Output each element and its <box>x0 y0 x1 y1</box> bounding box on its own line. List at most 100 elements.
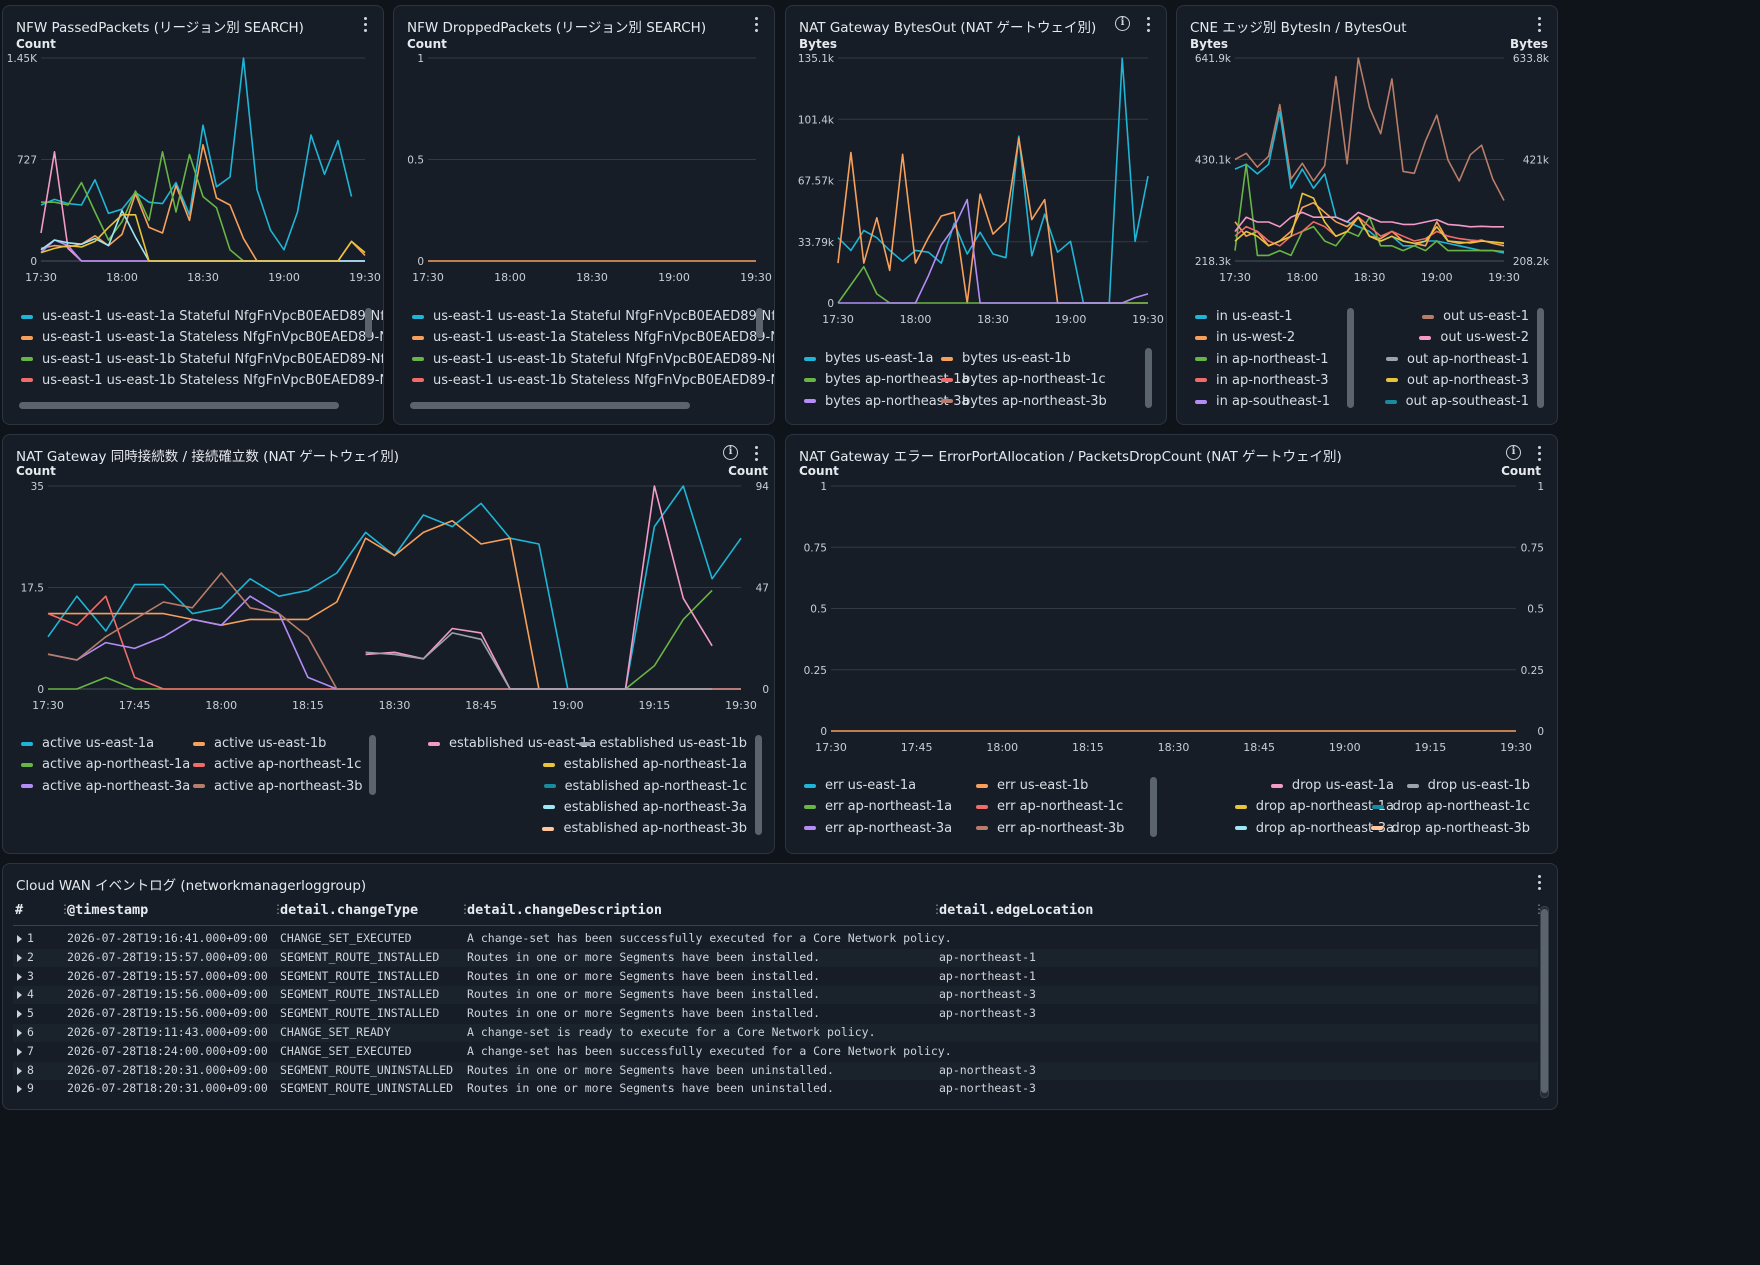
table-row[interactable]: 4 2026-07-28T19:15:56.000+09:00 SEGMENT_RO… <box>13 986 1538 1005</box>
legend-item[interactable]: us-east-1 us-east-1b Stateful NfgFnVpcB0… <box>412 352 774 367</box>
series-line-5[interactable] <box>1234 211 1504 232</box>
legend-item[interactable]: in ap-northeast-1 <box>1195 352 1329 367</box>
legend-item[interactable]: out us-west-2 <box>1419 330 1529 345</box>
legend-item[interactable]: established us-east-1b <box>578 736 747 751</box>
legend-item[interactable]: us-east-1 us-east-1a Stateless NfgFnVpcB… <box>412 330 774 345</box>
legend-item[interactable]: err us-east-1a <box>804 778 916 793</box>
legend-item[interactable]: us-east-1 us-east-1a Stateful NfgFnVpcB0… <box>412 309 774 324</box>
legend-horizontal-scrollbar[interactable] <box>410 402 690 409</box>
legend-scrollbar-left[interactable] <box>369 735 376 795</box>
column-resize-handle[interactable]: ⋮ <box>931 902 943 916</box>
column-resize-handle[interactable]: ⋮ <box>459 902 471 916</box>
series-line-2[interactable] <box>48 589 713 690</box>
legend-item[interactable]: in us-east-1 <box>1195 309 1292 324</box>
legend-item[interactable]: bytes us-east-1b <box>941 351 1071 366</box>
legend-item[interactable]: bytes ap-northeast-3a <box>804 394 970 409</box>
legend-item[interactable]: drop ap-northeast-3a <box>1234 821 1394 836</box>
legend-item[interactable]: established ap-northeast-3b <box>542 821 747 836</box>
widget-menu-icon[interactable] <box>748 14 764 34</box>
legend-item[interactable]: in ap-northeast-3 <box>1195 373 1329 388</box>
expand-row-icon[interactable] <box>17 1085 22 1094</box>
legend-scrollbar[interactable] <box>365 308 372 338</box>
legend-item[interactable]: in us-west-2 <box>1195 330 1295 345</box>
column-resize-handle[interactable]: ⋮ <box>59 902 71 916</box>
widget-menu-icon[interactable] <box>1140 14 1156 34</box>
legend-item[interactable]: active ap-northeast-1c <box>193 757 361 772</box>
legend-item[interactable]: established ap-northeast-3a <box>542 800 747 815</box>
legend-item[interactable]: in ap-southeast-1 <box>1195 394 1330 409</box>
series-line-6[interactable] <box>1234 192 1505 247</box>
series-line-2[interactable] <box>837 265 1148 304</box>
expand-row-icon[interactable] <box>17 953 22 962</box>
legend-item[interactable]: drop us-east-1b <box>1406 778 1530 793</box>
legend-scrollbar[interactable] <box>1145 348 1152 408</box>
legend-item[interactable]: us-east-1 us-east-1a Stateless NfgFnVpcB… <box>21 330 383 345</box>
legend-scrollbar-right[interactable] <box>755 735 762 835</box>
legend-scrollbar-left[interactable] <box>1347 308 1354 408</box>
column-resize-handle[interactable]: ⋮ <box>272 902 284 916</box>
table-scrollbar[interactable] <box>1541 909 1548 1093</box>
table-row[interactable]: 6 2026-07-28T19:11:43.000+09:00 CHANGE_SET… <box>13 1024 1538 1042</box>
table-row[interactable]: 7 2026-07-28T18:24:00.000+09:00 CHANGE_SET… <box>13 1043 1538 1061</box>
column-header[interactable]: detail.changeType <box>280 902 419 918</box>
legend-item[interactable]: err ap-northeast-3a <box>804 821 952 836</box>
series-line-1[interactable] <box>1234 110 1505 254</box>
legend-item[interactable]: bytes ap-northeast-3b <box>941 394 1107 409</box>
legend-horizontal-scrollbar[interactable] <box>19 402 339 409</box>
table-row[interactable]: 9 2026-07-28T18:20:31.000+09:00 SEGMENT_RO… <box>13 1080 1538 1098</box>
info-icon[interactable]: i <box>723 445 738 460</box>
legend-item[interactable]: drop ap-northeast-1c <box>1371 799 1530 814</box>
legend-item[interactable]: bytes us-east-1a <box>804 351 933 366</box>
series-line-0[interactable] <box>1234 57 1505 201</box>
column-header[interactable]: detail.changeDescription <box>467 902 663 918</box>
widget-menu-icon[interactable] <box>1531 872 1547 892</box>
expand-row-icon[interactable] <box>17 1047 22 1056</box>
widget-menu-icon[interactable] <box>357 14 373 34</box>
legend-item[interactable]: active us-east-1a <box>21 736 154 751</box>
legend-scrollbar-left[interactable] <box>1150 777 1157 837</box>
legend-item[interactable]: bytes ap-northeast-1c <box>941 372 1106 387</box>
legend-item[interactable]: bytes ap-northeast-1a <box>804 372 970 387</box>
legend-item[interactable]: active ap-northeast-3a <box>21 779 190 794</box>
series-line-5[interactable] <box>47 572 741 690</box>
legend-item[interactable]: err ap-northeast-1a <box>804 799 952 814</box>
legend-item[interactable]: drop ap-northeast-1a <box>1234 799 1394 814</box>
legend-item[interactable]: err ap-northeast-1c <box>976 799 1123 814</box>
widget-menu-icon[interactable] <box>1531 14 1547 34</box>
legend-scrollbar[interactable] <box>756 308 763 338</box>
legend-item[interactable]: err us-east-1b <box>976 778 1088 793</box>
legend-item[interactable]: drop us-east-1a <box>1270 778 1394 793</box>
legend-item[interactable]: us-east-1 us-east-1a Stateful NfgFnVpcB0… <box>21 309 383 324</box>
expand-row-icon[interactable] <box>17 972 22 981</box>
legend-item[interactable]: err ap-northeast-3b <box>976 821 1124 836</box>
legend-item[interactable]: established ap-northeast-1c <box>543 779 747 794</box>
expand-row-icon[interactable] <box>17 1029 22 1037</box>
table-row[interactable]: 2 2026-07-28T19:15:57.000+09:00 SEGMENT_RO… <box>13 948 1538 967</box>
series-line-6[interactable] <box>40 214 366 262</box>
column-header[interactable]: detail.edgeLocation <box>939 902 1094 918</box>
legend-item[interactable]: us-east-1 us-east-1b Stateful NfgFnVpcB0… <box>21 352 383 367</box>
widget-menu-icon[interactable] <box>1531 443 1547 463</box>
legend-item[interactable]: out us-east-1 <box>1422 309 1529 324</box>
series-line-3[interactable] <box>838 198 1149 304</box>
series-line-7[interactable] <box>365 632 713 690</box>
legend-item[interactable]: drop ap-northeast-3b <box>1370 821 1530 836</box>
legend-item[interactable]: active us-east-1b <box>193 736 326 751</box>
info-icon[interactable]: i <box>1115 16 1130 31</box>
legend-item[interactable]: us-east-1 us-east-1b Stateless NfgFnVpcB… <box>412 373 774 388</box>
table-row[interactable]: 1 2026-07-28T19:16:41.000+09:00 CHANGE_SET… <box>13 930 1538 948</box>
legend-item[interactable]: out ap-southeast-1 <box>1384 394 1529 409</box>
info-icon[interactable]: i <box>1506 445 1521 460</box>
legend-item[interactable]: out ap-northeast-3 <box>1385 373 1529 388</box>
legend-item[interactable]: out ap-northeast-1 <box>1385 352 1529 367</box>
column-header[interactable]: # <box>15 902 24 918</box>
table-row[interactable]: 3 2026-07-28T19:15:57.000+09:00 SEGMENT_RO… <box>13 968 1538 986</box>
series-line-3[interactable] <box>40 151 365 262</box>
legend-item[interactable]: established us-east-1a <box>428 736 596 751</box>
table-row[interactable]: 8 2026-07-28T18:20:31.000+09:00 SEGMENT_RO… <box>13 1061 1538 1080</box>
legend-scrollbar-right[interactable] <box>1537 308 1544 408</box>
series-line-0[interactable] <box>40 57 353 251</box>
legend-item[interactable]: established ap-northeast-1a <box>542 757 747 772</box>
widget-menu-icon[interactable] <box>748 443 764 463</box>
series-line-2[interactable] <box>41 151 365 262</box>
